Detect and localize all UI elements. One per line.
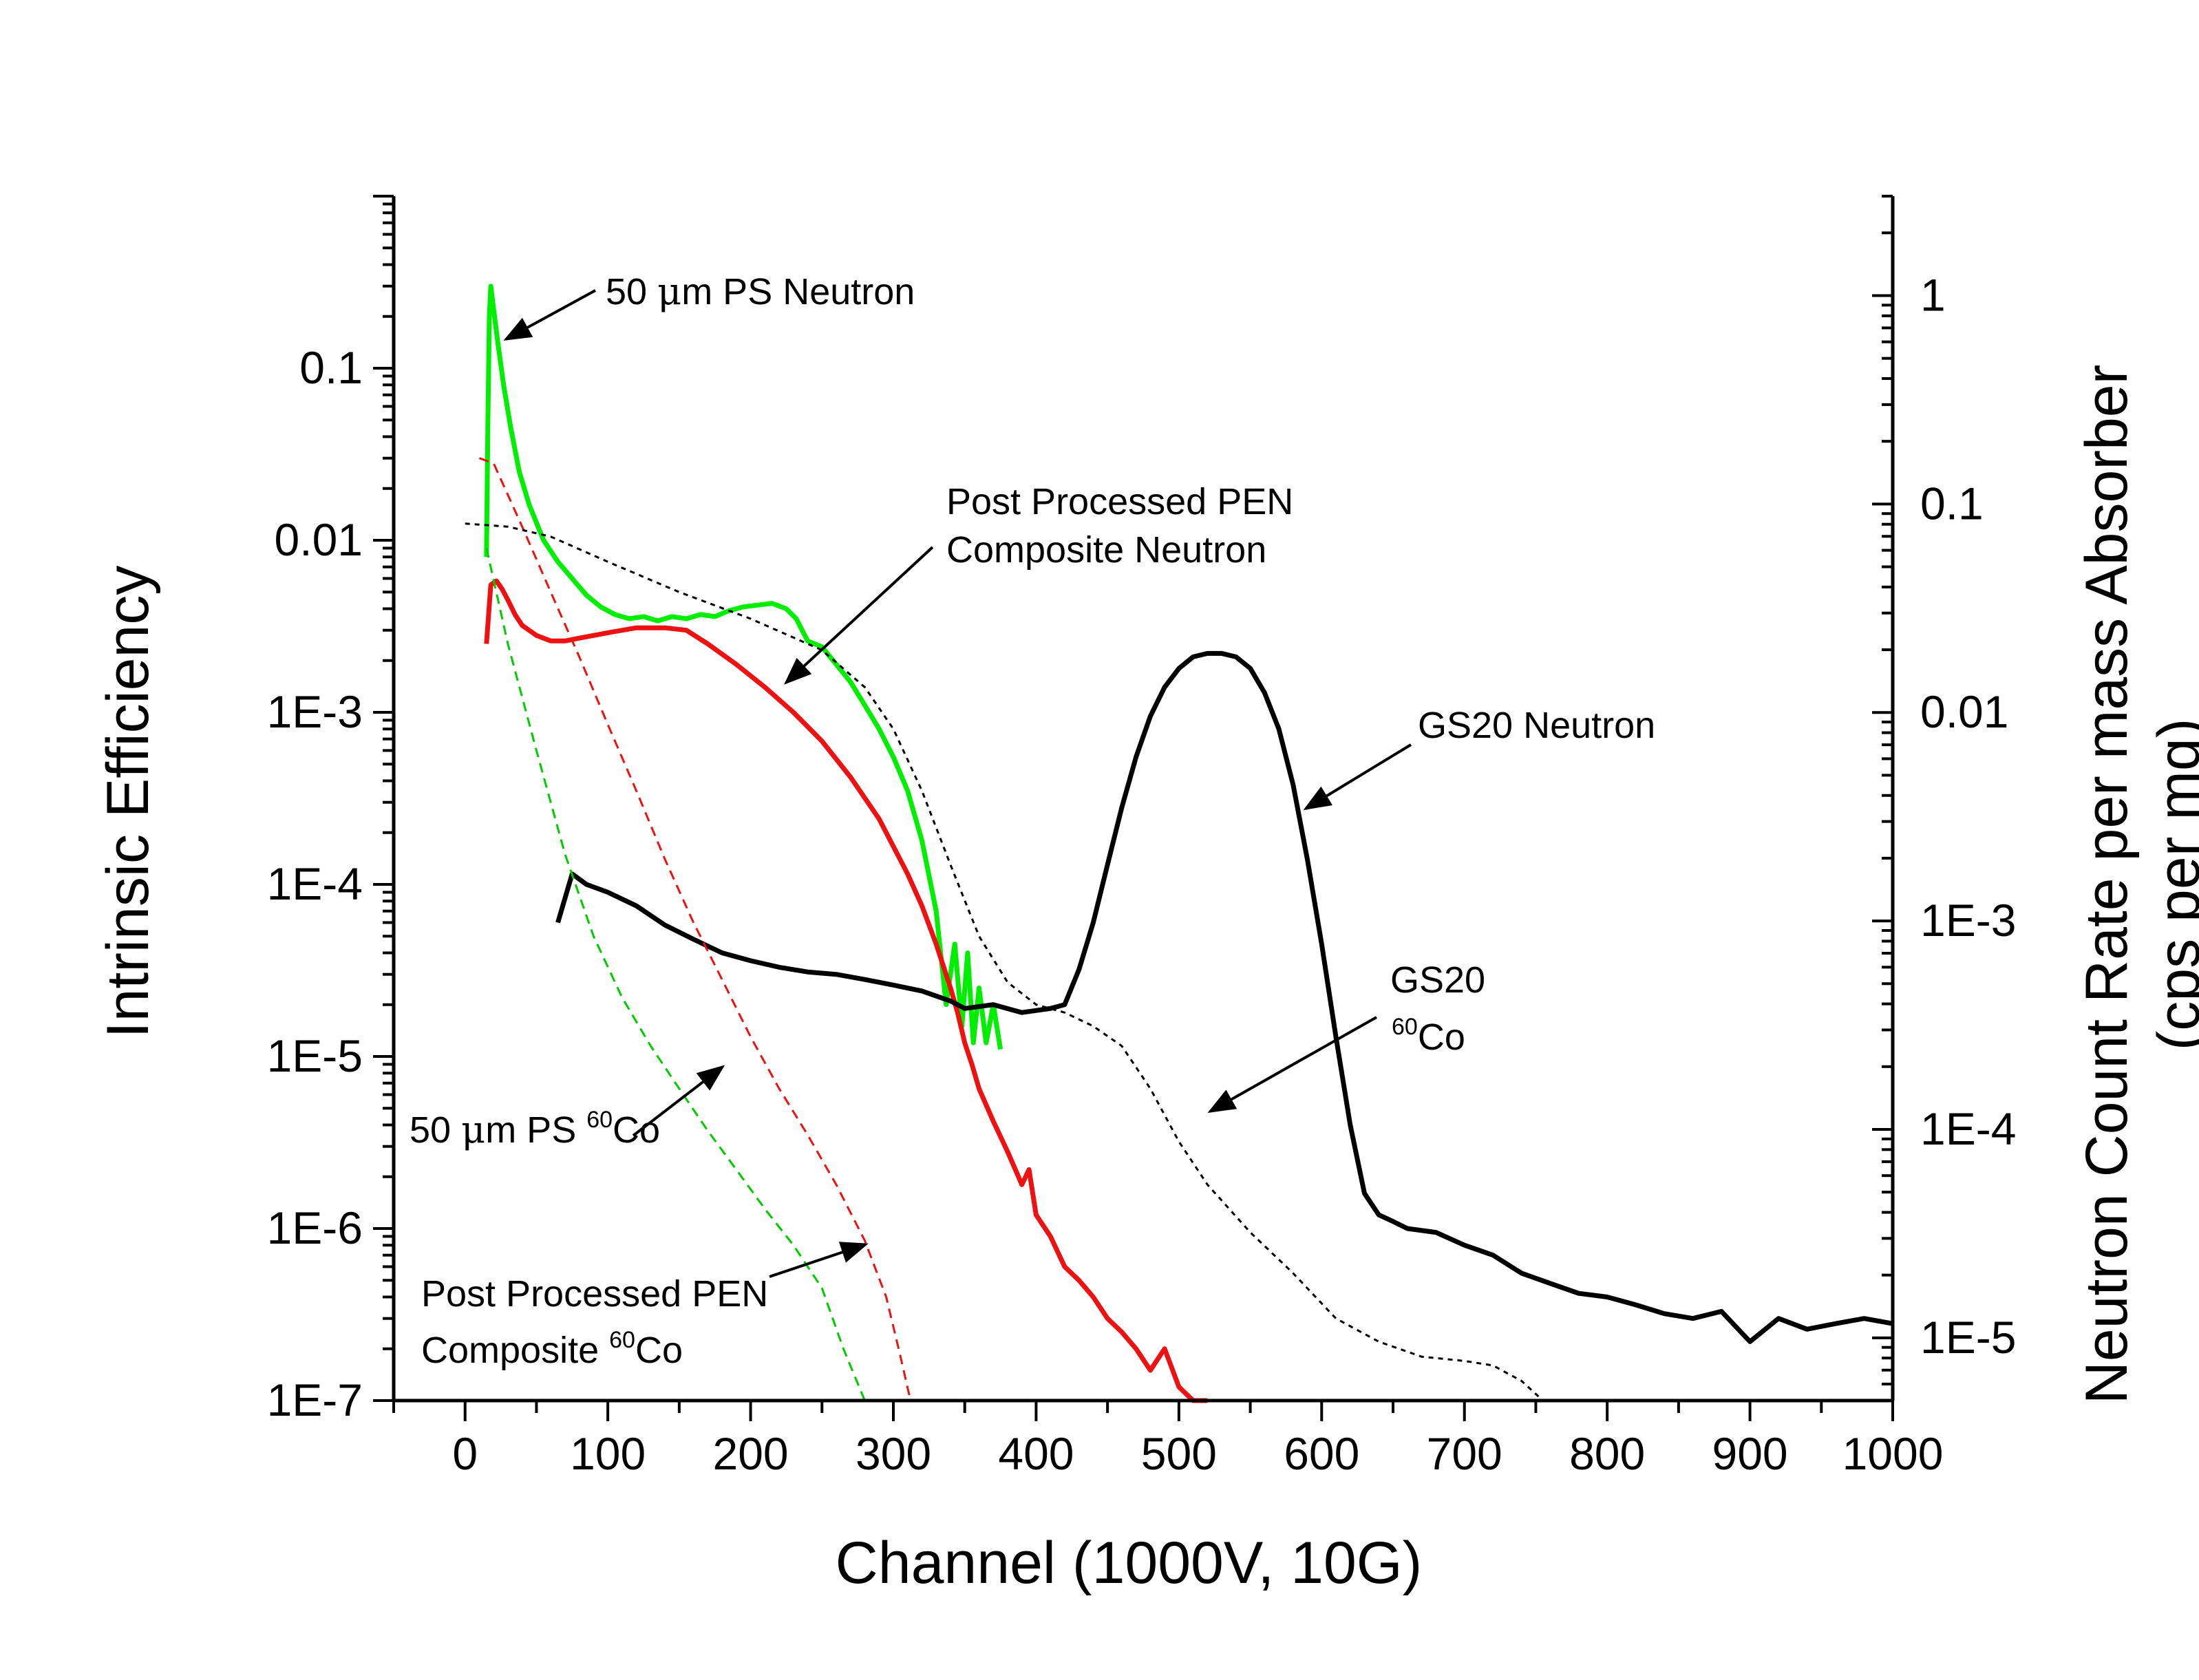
y-left-tick-label: 0.1: [299, 342, 363, 393]
annotation-ps-co: 50 μm PS 60Co: [410, 1107, 660, 1151]
y-right-tick-label: 1: [1920, 270, 1946, 321]
y-left-tick-label: 1E-7: [267, 1374, 363, 1425]
series-line-pen-co: [478, 457, 912, 1401]
x-tick-label: 400: [998, 1428, 1074, 1479]
annotation-pen-co-line2: Composite 60Co: [421, 1327, 683, 1371]
arrow-pen-neutron: [784, 546, 934, 685]
x-tick-label: 100: [570, 1428, 646, 1479]
annotation-ps-neutron: 50 μm PS Neutron: [606, 270, 915, 313]
y-left-tick-label: 0.01: [275, 514, 363, 565]
annotation-gs20-neutron: GS20 Neutron: [1418, 705, 1655, 746]
y-right-tick-label: 0.01: [1920, 686, 2008, 737]
x-axis-title: Channel (1000V, 10G): [836, 1530, 1423, 1596]
arrow-pen-co: [769, 1242, 869, 1278]
x-tick-label: 600: [1284, 1428, 1359, 1479]
y-left-axis-title: Intrinsic Efficiency: [95, 566, 161, 1039]
series-line-ps-neutron: [484, 284, 1003, 1050]
annotation-pen-neutron-line2: Composite Neutron: [946, 529, 1266, 571]
series-line-gs20-co: [465, 522, 1544, 1402]
series-line-gs20-neutron: [555, 650, 1893, 1344]
arrow-ps-neutron: [503, 289, 596, 341]
x-tick-label: 1000: [1842, 1428, 1944, 1479]
annotation-pen-neutron-line1: Post Processed PEN: [946, 481, 1293, 522]
series-line-pen-neutron: [484, 578, 1208, 1403]
y-left-tick-label: 1E-3: [267, 686, 363, 737]
x-tick-label: 800: [1569, 1428, 1645, 1479]
series-line-ps-co: [485, 548, 866, 1401]
arrow-ps-co: [632, 1065, 725, 1137]
y-right-axis-title-line1: Neutron Count Rate per mass Absorber: [2074, 365, 2140, 1405]
annotation-gs20-co-line1: GS20: [1390, 959, 1485, 1001]
y-left-tick-label: 1E-6: [267, 1202, 363, 1253]
x-tick-label: 0: [452, 1428, 478, 1479]
x-tick-label: 500: [1141, 1428, 1217, 1479]
x-tick-label: 900: [1712, 1428, 1788, 1479]
y-right-tick-label: 1E-4: [1920, 1103, 2016, 1154]
annotation-pen-co-line1: Post Processed PEN: [421, 1273, 768, 1315]
y-right-tick-label: 0.1: [1920, 478, 1984, 529]
y-left-tick-label: 1E-5: [267, 1030, 363, 1081]
y-right-tick-label: 1E-3: [1920, 895, 2016, 946]
x-tick-label: 200: [713, 1428, 789, 1479]
arrow-gs20-neutron: [1303, 743, 1412, 811]
y-right-tick-label: 1E-5: [1920, 1312, 2016, 1363]
arrow-gs20-co: [1207, 1016, 1377, 1113]
x-tick-label: 700: [1427, 1428, 1502, 1479]
series-layer: [465, 284, 1893, 1403]
y-left-tick-label: 1E-4: [267, 858, 363, 909]
x-tick-label: 300: [856, 1428, 931, 1479]
axes-layer: 0 100 200 300 400 500 600 700 800 900 1000 0.1 0.01 1…: [267, 195, 2016, 1479]
y-right-axis-title-line2: (cps per mg): [2146, 719, 2199, 1051]
annotation-gs20-co-line2: 60Co: [1392, 1014, 1465, 1058]
